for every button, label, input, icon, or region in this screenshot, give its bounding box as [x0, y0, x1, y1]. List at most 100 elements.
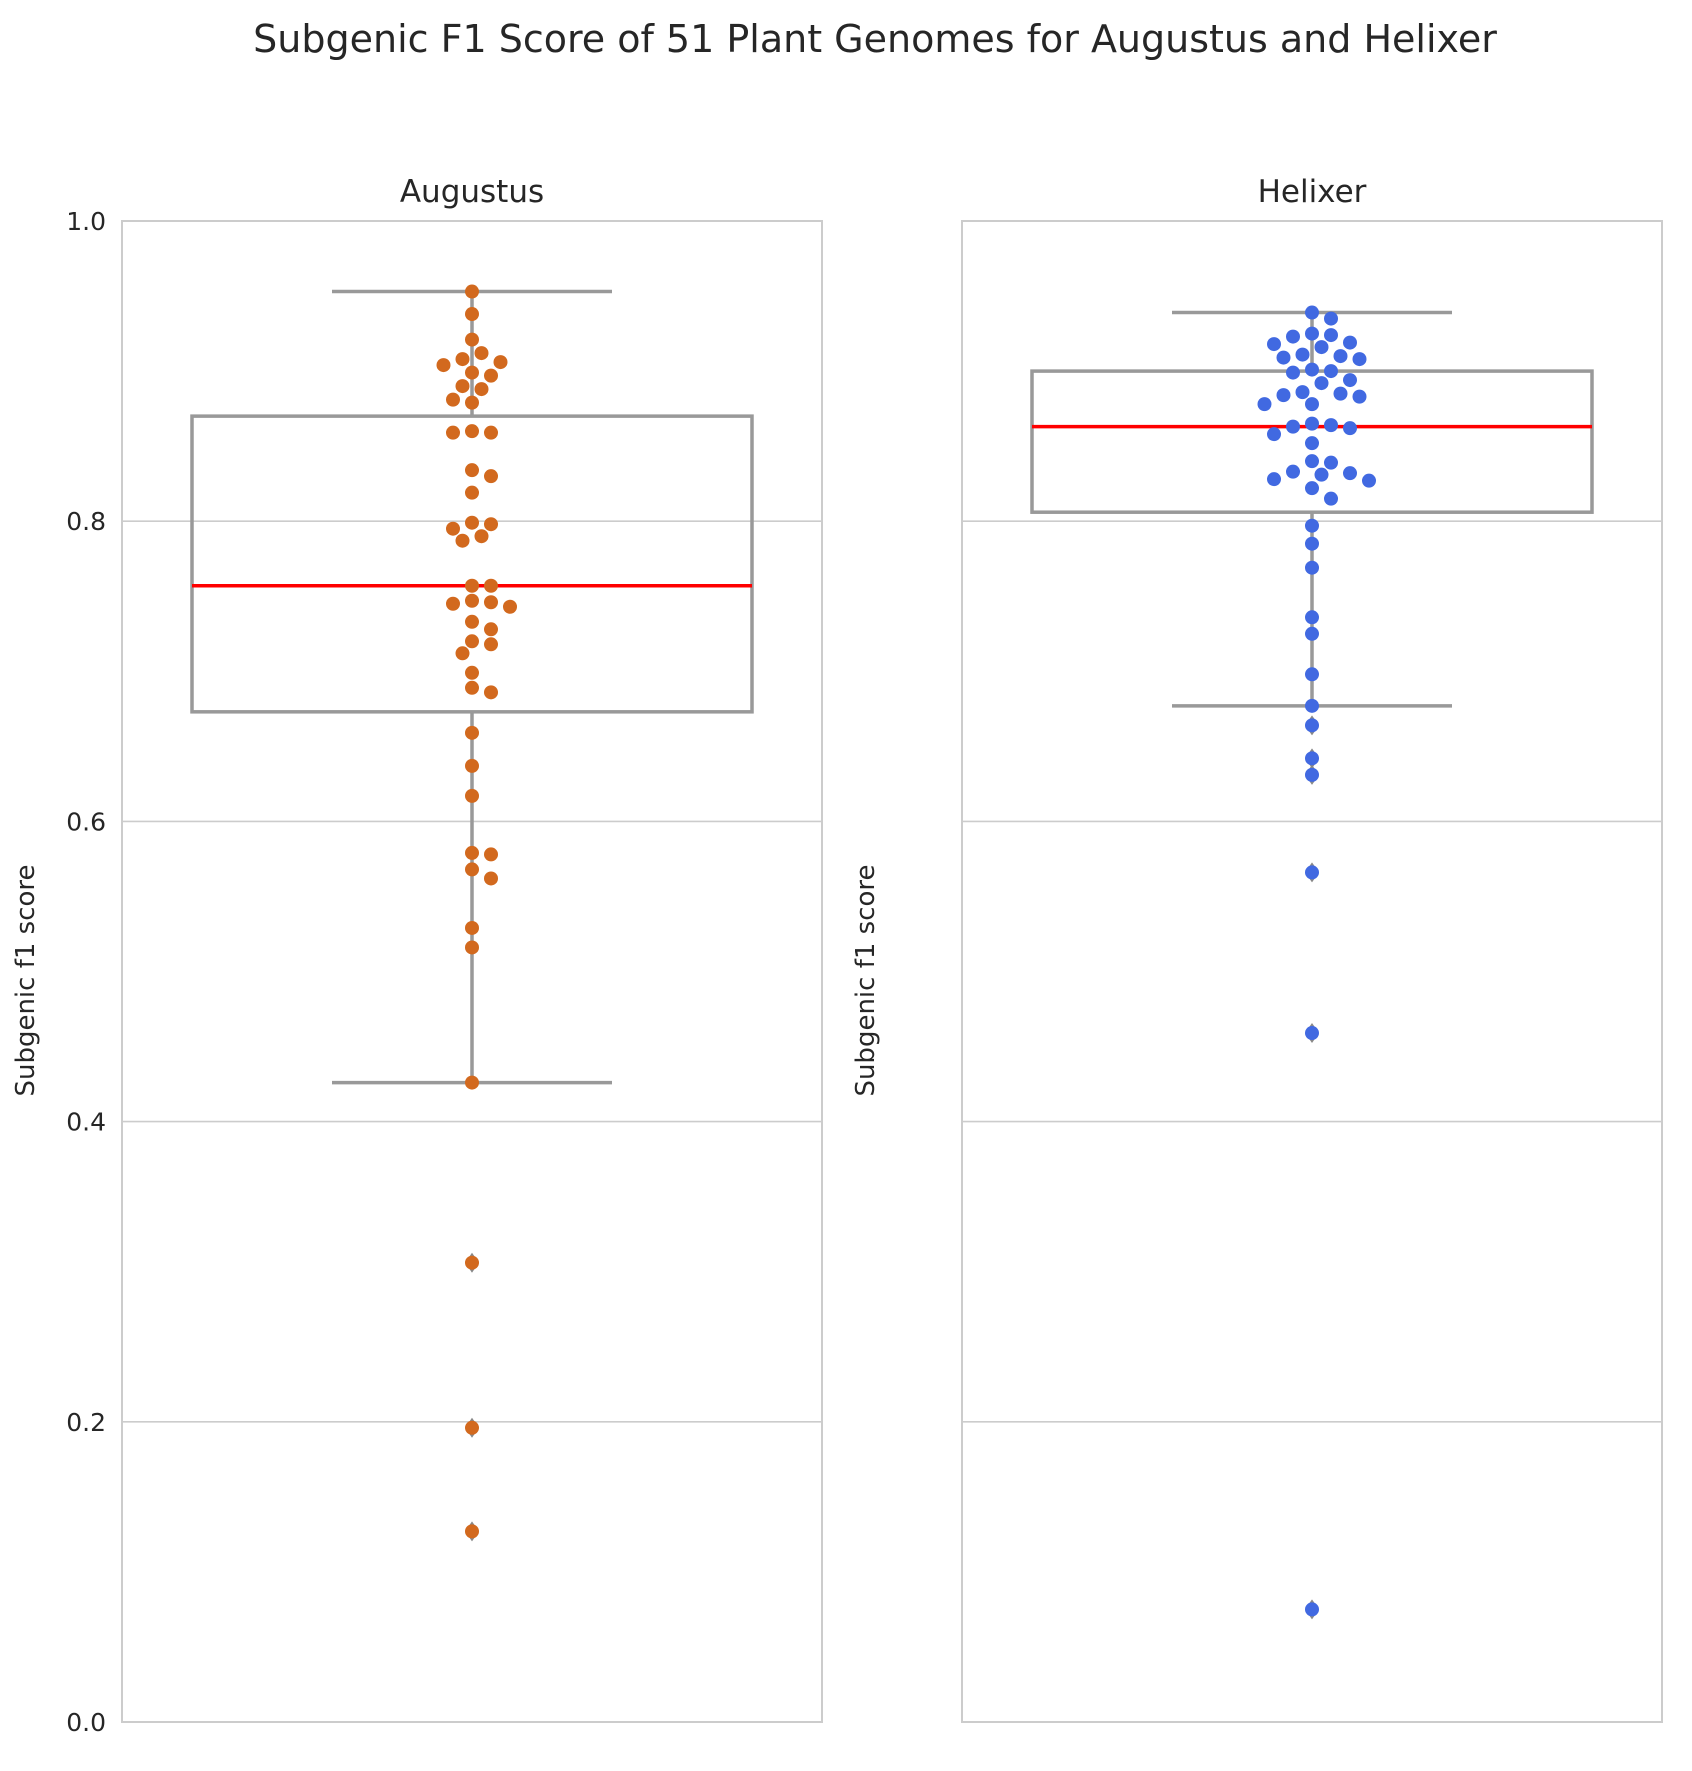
- data-point-augustus-24: [465, 578, 479, 593]
- data-point-augustus-45: [465, 920, 479, 935]
- data-point-augustus-2: [465, 332, 479, 347]
- data-point-helixer-47: [1305, 767, 1319, 782]
- data-point-augustus-15: [446, 425, 460, 440]
- data-point-helixer-21: [1305, 397, 1319, 412]
- data-point-helixer-35: [1362, 473, 1376, 488]
- data-point-helixer-5: [1343, 335, 1357, 350]
- data-point-augustus-44: [484, 871, 498, 886]
- data-point-helixer-8: [1295, 347, 1310, 362]
- data-point-helixer-50: [1305, 1602, 1319, 1617]
- data-point-augustus-6: [436, 358, 451, 373]
- data-point-augustus-40: [465, 788, 479, 803]
- data-point-augustus-41: [465, 845, 479, 860]
- panel-title-augustus: Augustus: [400, 174, 544, 210]
- y-tick-label-0: 0.0: [66, 1708, 106, 1737]
- data-point-augustus-25: [484, 578, 498, 593]
- y-tick-label-1: 0.2: [66, 1408, 106, 1437]
- data-point-helixer-18: [1333, 386, 1348, 401]
- data-point-helixer-28: [1305, 436, 1319, 451]
- y-tick-label-3: 0.6: [66, 807, 106, 836]
- data-point-augustus-30: [465, 614, 479, 629]
- data-point-helixer-45: [1305, 718, 1319, 733]
- data-point-helixer-34: [1267, 472, 1281, 487]
- data-point-augustus-5: [493, 355, 508, 370]
- data-point-helixer-23: [1305, 416, 1319, 431]
- y-axis-label-helixer: Subgenic f1 score: [851, 864, 881, 1096]
- data-point-augustus-38: [465, 725, 479, 740]
- data-point-helixer-40: [1305, 560, 1319, 575]
- data-point-helixer-24: [1324, 418, 1338, 433]
- data-point-helixer-17: [1295, 385, 1310, 400]
- data-point-helixer-22: [1257, 397, 1272, 412]
- data-point-helixer-43: [1305, 667, 1319, 682]
- data-point-augustus-37: [484, 685, 498, 700]
- data-point-helixer-9: [1333, 349, 1348, 364]
- data-point-helixer-33: [1314, 467, 1329, 482]
- data-point-helixer-42: [1305, 626, 1319, 641]
- data-point-helixer-11: [1352, 352, 1367, 367]
- data-point-augustus-26: [465, 593, 479, 608]
- data-point-helixer-16: [1314, 376, 1329, 391]
- y-axis-label-augustus: Subgenic f1 score: [11, 864, 41, 1096]
- data-point-augustus-14: [484, 425, 498, 440]
- data-point-augustus-48: [465, 1255, 479, 1270]
- data-point-augustus-47: [465, 1075, 479, 1090]
- y-tick-label-4: 0.8: [66, 507, 106, 536]
- plot-frame-augustus: [121, 220, 823, 1723]
- data-point-augustus-3: [474, 346, 489, 361]
- data-point-helixer-46: [1305, 751, 1319, 766]
- data-point-augustus-43: [465, 862, 479, 877]
- data-point-augustus-32: [465, 634, 479, 649]
- data-point-augustus-18: [465, 485, 479, 500]
- data-point-augustus-22: [474, 529, 489, 544]
- data-point-helixer-25: [1286, 419, 1300, 434]
- data-point-augustus-12: [465, 395, 479, 410]
- data-point-augustus-21: [446, 521, 460, 536]
- data-point-helixer-15: [1343, 373, 1357, 388]
- data-point-augustus-17: [484, 469, 498, 484]
- data-point-helixer-3: [1324, 328, 1338, 343]
- data-point-augustus-49: [465, 1420, 479, 1435]
- data-point-helixer-4: [1286, 329, 1300, 344]
- data-point-helixer-19: [1276, 388, 1291, 403]
- data-point-augustus-4: [455, 352, 470, 367]
- data-point-augustus-33: [484, 637, 498, 652]
- data-point-helixer-20: [1352, 389, 1367, 404]
- data-point-augustus-36: [465, 680, 479, 695]
- data-point-augustus-7: [465, 365, 479, 380]
- data-point-augustus-35: [465, 665, 479, 680]
- data-point-augustus-20: [484, 517, 498, 532]
- data-point-helixer-44: [1305, 698, 1319, 713]
- data-point-augustus-34: [455, 646, 470, 661]
- data-point-augustus-31: [484, 622, 498, 637]
- y-tick-label-2: 0.4: [66, 1108, 106, 1137]
- data-point-augustus-10: [474, 382, 489, 397]
- data-point-augustus-29: [503, 599, 517, 614]
- data-point-augustus-8: [484, 368, 498, 383]
- data-point-augustus-9: [455, 379, 470, 394]
- data-point-augustus-39: [465, 758, 479, 773]
- data-point-helixer-39: [1305, 536, 1319, 551]
- data-point-augustus-28: [446, 596, 460, 611]
- data-point-helixer-31: [1286, 464, 1300, 479]
- data-point-helixer-37: [1324, 491, 1338, 506]
- chart-title: Subgenic F1 Score of 51 Plant Genomes fo…: [253, 17, 1497, 61]
- data-point-augustus-27: [484, 595, 498, 610]
- box-augustus: [190, 414, 754, 714]
- data-point-helixer-14: [1286, 365, 1300, 380]
- data-point-augustus-11: [446, 392, 460, 407]
- data-point-helixer-2: [1305, 326, 1319, 341]
- data-point-helixer-48: [1305, 865, 1319, 880]
- data-point-augustus-23: [455, 533, 470, 548]
- data-point-helixer-27: [1267, 427, 1281, 442]
- data-point-helixer-12: [1305, 362, 1319, 377]
- data-point-helixer-7: [1314, 340, 1329, 355]
- data-point-helixer-30: [1324, 455, 1338, 470]
- data-point-helixer-0: [1305, 305, 1319, 320]
- data-point-augustus-1: [465, 307, 479, 322]
- data-point-augustus-0: [465, 284, 479, 299]
- data-point-helixer-6: [1267, 337, 1281, 352]
- data-point-augustus-46: [465, 940, 479, 955]
